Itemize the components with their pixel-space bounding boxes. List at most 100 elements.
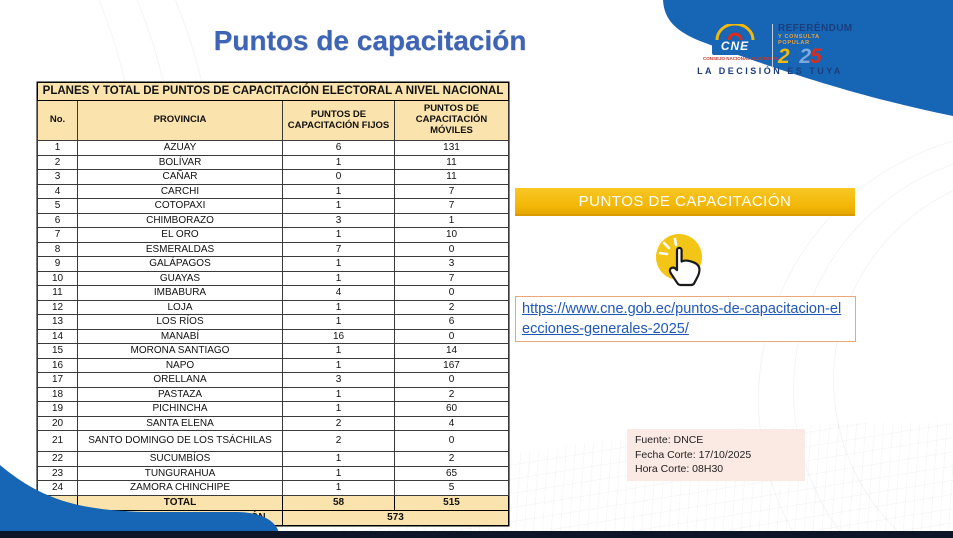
fijos-value: 1 (282, 198, 395, 214)
province-name: MANABÍ (77, 328, 283, 345)
row-number: 13 (37, 314, 78, 330)
moviles-value: 11 (394, 154, 509, 171)
source-info-box: Fuente: DNCE Fecha Corte: 17/10/2025 Hor… (627, 429, 805, 481)
province-name: GALÁPAGOS (77, 256, 283, 272)
moviles-value: 7 (394, 183, 509, 200)
moviles-value: 10 (394, 227, 509, 243)
province-name: LOJA (77, 299, 283, 316)
moviles-value: 131 (394, 140, 509, 156)
table-row: 23 TUNGURAHUA 1 65 (37, 465, 509, 482)
table-row: 4 CARCHI 1 7 (37, 183, 509, 200)
year-digit: 0 (788, 45, 801, 68)
table-row: 15 MORONA SANTIAGO 1 14 (37, 343, 509, 359)
bottom-wave-shape (0, 465, 279, 533)
cne-logo: CNE CONSEJO NACIONAL ELECTORAL (703, 24, 779, 61)
table-row: 22 SUCUMBÍOS 1 2 (37, 451, 509, 467)
referendum-logo: REFERÉNDUM Y CONSULTA POPULAR 2025 (777, 24, 853, 68)
row-number: 16 (37, 357, 78, 374)
table-row: 18 PASTAZA 1 2 (37, 386, 509, 403)
row-number: 21 (37, 430, 78, 453)
row-number: 19 (37, 401, 78, 417)
col-header-no: No. (37, 100, 78, 142)
time-line: Hora Corte: 08H30 (635, 463, 724, 475)
row-number: 7 (37, 227, 78, 243)
row-number: 2 (37, 154, 78, 171)
click-hand-icon (652, 231, 716, 291)
fijos-value: 1 (282, 299, 395, 316)
row-number: 11 (37, 285, 78, 301)
fijos-value: 3 (282, 372, 395, 388)
moviles-value: 0 (394, 241, 509, 258)
brand-logo-group: CNE CONSEJO NACIONAL ELECTORAL REFERÉNDU… (703, 24, 853, 68)
fijos-value: 4 (282, 285, 395, 301)
fijos-value: 1 (282, 314, 395, 330)
fijos-value: 2 (282, 430, 395, 453)
fijos-value: 6 (282, 140, 395, 156)
moviles-value: 2 (394, 386, 509, 403)
province-name: SANTA ELENA (77, 415, 283, 432)
fijos-value: 1 (282, 357, 395, 374)
table-row: 19 PICHINCHA 1 60 (37, 401, 509, 417)
total-row: TOTAL 58 515 (37, 494, 509, 511)
table-row: 7 EL ORO 1 10 (37, 227, 509, 243)
moviles-value: 4 (394, 415, 509, 432)
total-fijos: 58 (282, 494, 395, 511)
page-title: Puntos de capacitación (213, 25, 527, 56)
moviles-value: 5 (394, 480, 509, 496)
training-points-table: PLANES Y TOTAL DE PUNTOS DE CAPACITACIÓN… (37, 81, 509, 526)
col-header-fijos: PUNTOS DE CAPACITACIÓN FIJOS (282, 100, 395, 142)
row-number: 17 (37, 372, 78, 388)
province-name: PASTAZA (77, 386, 283, 403)
grand-total-value: 573 (282, 509, 509, 526)
table-row: 20 SANTA ELENA 2 4 (37, 415, 509, 432)
moviles-value: 167 (394, 357, 509, 374)
province-name: BOLÍVAR (77, 154, 283, 171)
total-label: TOTAL (77, 494, 283, 511)
moviles-value: 2 (394, 451, 509, 467)
referendum-subtitle: Y CONSULTA POPULAR (777, 34, 820, 46)
bottom-bar (0, 531, 953, 538)
row-number: 14 (37, 328, 78, 345)
table-row: 1 AZUAY 6 131 (37, 140, 509, 156)
year-digit: 2 (799, 45, 811, 68)
row-number: 18 (37, 386, 78, 403)
province-name: NAPO (77, 357, 283, 374)
fijos-value: 1 (282, 154, 395, 171)
capacitacion-link[interactable]: https://www.cne.gob.ec/puntos-de-capacit… (522, 300, 842, 337)
row-number: 3 (37, 169, 78, 185)
table-row: 21 SANTO DOMINGO DE LOS TSÁCHILAS 2 0 (37, 430, 509, 453)
fijos-value: 1 (282, 386, 395, 403)
source-line: Fuente: DNCE (635, 434, 704, 446)
province-name: ESMERALDAS (77, 241, 283, 258)
table-body: 1 AZUAY 6 131 2 BOLÍVAR 1 11 3 CAÑAR 0 11 4 CARCHI 1 7 5… (37, 140, 509, 496)
province-name: MORONA SANTIAGO (77, 343, 283, 359)
province-name: SANTO DOMINGO DE LOS TSÁCHILAS (77, 430, 283, 453)
logo-divider (772, 24, 773, 68)
moviles-value: 11 (394, 169, 509, 185)
table-row: 5 COTOPAXI 1 7 (37, 198, 509, 214)
row-number: 20 (37, 415, 78, 432)
link-box: https://www.cne.gob.ec/puntos-de-capacit… (515, 296, 856, 342)
province-name: CHIMBORAZO (77, 212, 283, 229)
moviles-value: 14 (394, 343, 509, 359)
fijos-value: 3 (282, 212, 395, 229)
year-digit: 2 (777, 45, 790, 68)
moviles-value: 7 (394, 198, 509, 214)
brand-tagline: LA DECISIÓN ES TUYA (697, 66, 843, 76)
province-name: EL ORO (77, 227, 283, 243)
moviles-value: 1 (394, 212, 509, 229)
table-row: 8 ESMERALDAS 7 0 (37, 241, 509, 258)
cne-wordmark: CNE (712, 38, 758, 55)
cne-caption: CONSEJO NACIONAL ELECTORAL (703, 56, 779, 61)
fijos-value: 1 (282, 270, 395, 287)
table-row: 12 LOJA 1 2 (37, 299, 509, 316)
col-header-moviles: PUNTOS DE CAPACITACIÓN MÓVILES (394, 100, 509, 142)
moviles-value: 0 (394, 285, 509, 301)
moviles-value: 6 (394, 314, 509, 330)
referendum-year: 2025 (777, 45, 853, 68)
fijos-value: 1 (282, 183, 395, 200)
row-number: 15 (37, 343, 78, 359)
row-number: 6 (37, 212, 78, 229)
table-title: PLANES Y TOTAL DE PUNTOS DE CAPACITACIÓN… (37, 81, 509, 102)
